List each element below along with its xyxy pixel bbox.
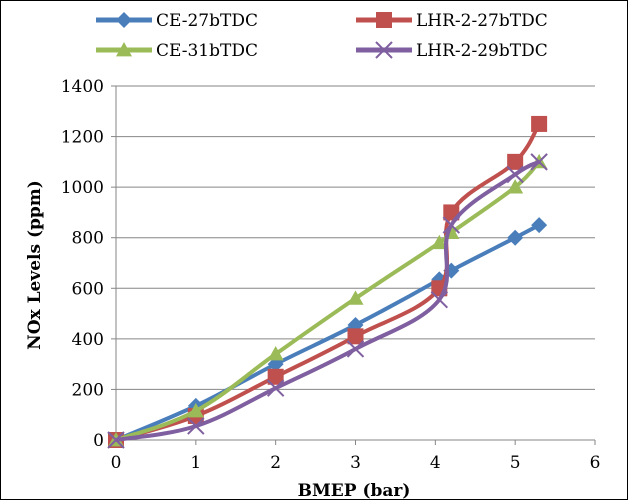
y-tick-label: 0 bbox=[93, 431, 104, 451]
y-tick-label: 400 bbox=[72, 330, 104, 350]
data-point-marker bbox=[116, 12, 132, 28]
series-line bbox=[115, 160, 541, 442]
series-4 bbox=[107, 153, 548, 449]
data-point-marker bbox=[507, 179, 524, 194]
x-tick-label: 2 bbox=[270, 453, 281, 473]
data-point-marker bbox=[506, 165, 524, 184]
data-point-marker bbox=[531, 217, 548, 234]
data-point-marker bbox=[375, 41, 393, 59]
gridlines bbox=[116, 85, 595, 390]
data-point-marker bbox=[107, 431, 125, 449]
y-tick-label: 800 bbox=[72, 229, 104, 249]
y-tick-label: 200 bbox=[72, 380, 104, 400]
legend-item-3: CE-31bTDC bbox=[96, 41, 258, 61]
series-group bbox=[107, 115, 548, 449]
axes: 0 200 400 600 800 1000 1200 1400 0 1 2 3 4 5 6 bbox=[61, 77, 601, 473]
x-tick-label: 1 bbox=[190, 453, 201, 473]
x-axis-title: BMEP (bar) bbox=[298, 481, 411, 500]
data-point-marker bbox=[116, 42, 132, 57]
data-point-marker bbox=[430, 290, 449, 309]
data-point-marker bbox=[187, 402, 204, 418]
y-tick-label: 1400 bbox=[61, 77, 104, 97]
data-point-marker bbox=[347, 290, 364, 305]
y-tick-label: 1000 bbox=[61, 178, 104, 198]
legend-item-1: CE-27bTDC bbox=[96, 11, 258, 31]
legend-label: CE-27bTDC bbox=[156, 11, 258, 31]
data-point-marker bbox=[507, 153, 524, 170]
data-point-marker bbox=[347, 328, 364, 345]
data-point-marker bbox=[431, 234, 448, 250]
data-point-marker bbox=[376, 12, 392, 28]
x-tick-label: 6 bbox=[590, 453, 601, 473]
legend: CE-27bTDC LHR-2-27bTDC CE-31bTDC LHR-2-29bT… bbox=[96, 11, 548, 61]
data-point-marker bbox=[267, 368, 284, 385]
data-point-marker bbox=[346, 340, 365, 358]
legend-label: LHR-2-29bTDC bbox=[416, 41, 548, 61]
x-tick-label: 5 bbox=[510, 453, 521, 473]
x-tick-label: 4 bbox=[430, 453, 441, 473]
legend-item-2: LHR-2-27bTDC bbox=[356, 11, 548, 31]
data-point-marker bbox=[442, 216, 461, 234]
y-tick-label: 1200 bbox=[61, 128, 104, 148]
data-point-marker bbox=[530, 153, 548, 171]
data-point-marker bbox=[187, 417, 205, 435]
data-point-marker bbox=[531, 115, 548, 132]
y-tick-label: 600 bbox=[72, 279, 104, 299]
y-axis-title: NOx Levels (ppm) bbox=[25, 180, 45, 350]
data-point-marker bbox=[507, 229, 524, 246]
legend-label: LHR-2-27bTDC bbox=[416, 11, 548, 31]
x-tick-label: 3 bbox=[350, 453, 361, 473]
legend-item-4: LHR-2-29bTDC bbox=[356, 41, 548, 61]
x-tick-label: 0 bbox=[111, 453, 122, 473]
legend-label: CE-31bTDC bbox=[156, 41, 258, 61]
data-point-marker bbox=[267, 346, 284, 361]
data-point-marker bbox=[266, 379, 285, 397]
